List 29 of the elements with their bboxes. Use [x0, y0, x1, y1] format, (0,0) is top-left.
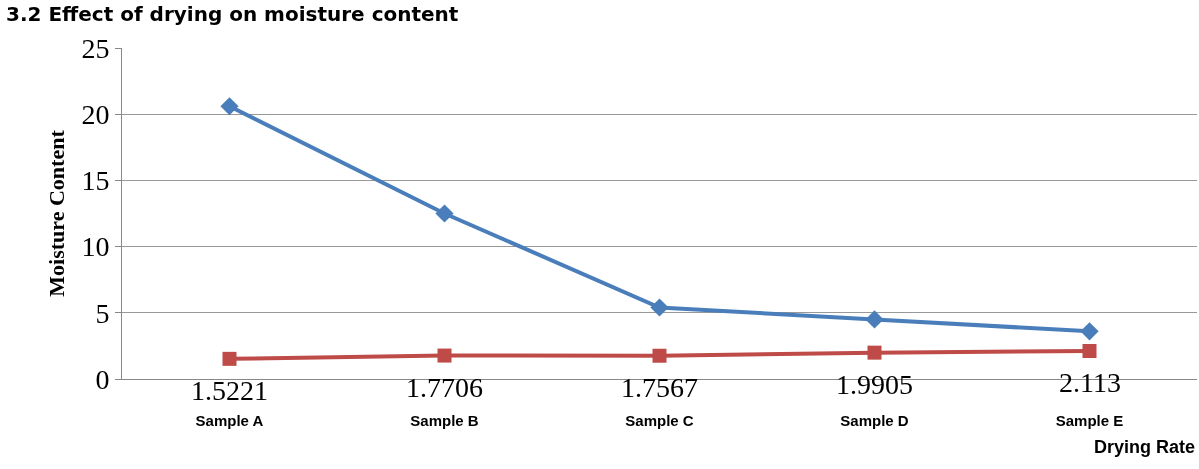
point [435, 204, 454, 223]
x-tick-label: Sample E [1055, 412, 1124, 429]
chart-title: 3.2 Effect of drying on moisture content [5, 2, 459, 27]
data-label: 1.7567 [621, 372, 698, 403]
y-tick-label: 15 [81, 165, 110, 197]
point [867, 345, 882, 360]
data-label: 1.7706 [406, 372, 483, 403]
y-tick-label: 10 [81, 231, 110, 263]
x-tick-label: Sample A [195, 412, 264, 429]
y-axis-title: Moisture Content [44, 129, 70, 297]
data-label: 2.113 [1059, 367, 1121, 398]
y-tick-label: 0 [95, 363, 110, 395]
x-axis-title: Drying Rate [1094, 437, 1196, 457]
x-tick-label: Sample C [625, 412, 694, 429]
x-tick-label: Sample D [840, 412, 909, 429]
point [220, 97, 239, 116]
point [650, 298, 669, 317]
point [222, 351, 237, 366]
data-label: 1.5221 [191, 375, 268, 406]
point [1080, 322, 1099, 341]
data-label: 1.9905 [836, 369, 913, 400]
y-tick-label: 20 [81, 99, 110, 130]
y-tick-label: 25 [81, 32, 110, 64]
x-tick-label: Sample B [410, 412, 479, 429]
point [865, 310, 884, 329]
point [437, 348, 452, 363]
y-tick-label: 5 [95, 297, 110, 329]
point [1082, 344, 1097, 359]
point [652, 348, 667, 363]
